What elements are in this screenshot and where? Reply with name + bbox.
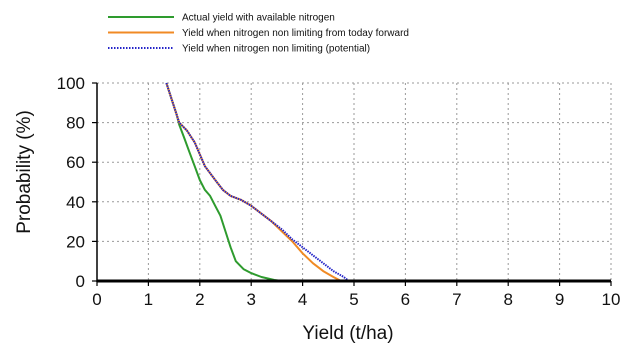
series-line-2	[165, 82, 342, 282]
y-tick-label: 20	[66, 232, 85, 251]
x-tick-label: 5	[349, 290, 358, 309]
y-tick-label: 0	[76, 272, 85, 291]
x-tick-label: 7	[452, 290, 461, 309]
y-tick-label: 100	[57, 74, 85, 93]
x-tick-label: 1	[144, 290, 153, 309]
series-lines	[165, 82, 350, 282]
x-tick-label: 0	[92, 290, 101, 309]
legend: Actual yield with available nitrogen Yiel…	[108, 13, 409, 55]
x-tick-label: 10	[602, 290, 621, 309]
y-axis-label: Probability (%)	[14, 110, 35, 234]
x-axis-label: Yield (t/ha)	[302, 323, 393, 344]
y-tick-label: 60	[66, 153, 85, 172]
grid	[97, 82, 612, 281]
y-tick-label: 80	[66, 114, 85, 133]
x-tick-label: 6	[401, 290, 410, 309]
legend-label-1: Actual yield with available nitrogen	[182, 13, 335, 24]
x-tick-label: 2	[195, 290, 204, 309]
x-tick-label: 4	[298, 290, 307, 309]
series-line-3	[165, 82, 350, 282]
series-line-1	[165, 82, 283, 282]
x-tick-label: 9	[555, 290, 564, 309]
legend-label-3: Yield when nitrogen non limiting (potent…	[182, 44, 370, 55]
y-tick-label: 40	[66, 193, 85, 212]
x-tick-label: 3	[246, 290, 255, 309]
legend-label-2: Yield when nitrogen non limiting from to…	[182, 28, 409, 39]
x-tick-label: 8	[503, 290, 512, 309]
axes	[92, 82, 612, 286]
